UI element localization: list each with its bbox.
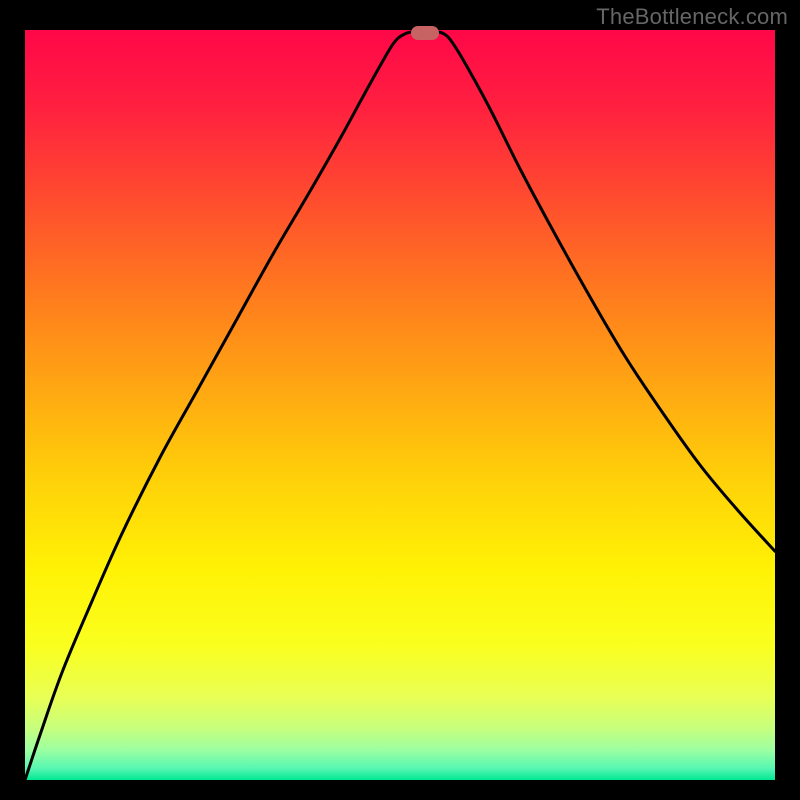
minimum-marker — [411, 26, 439, 40]
watermark-text: TheBottleneck.com — [596, 4, 788, 30]
bottleneck-curve — [25, 30, 775, 780]
plot-area — [25, 30, 775, 780]
chart-frame: TheBottleneck.com — [0, 0, 800, 800]
